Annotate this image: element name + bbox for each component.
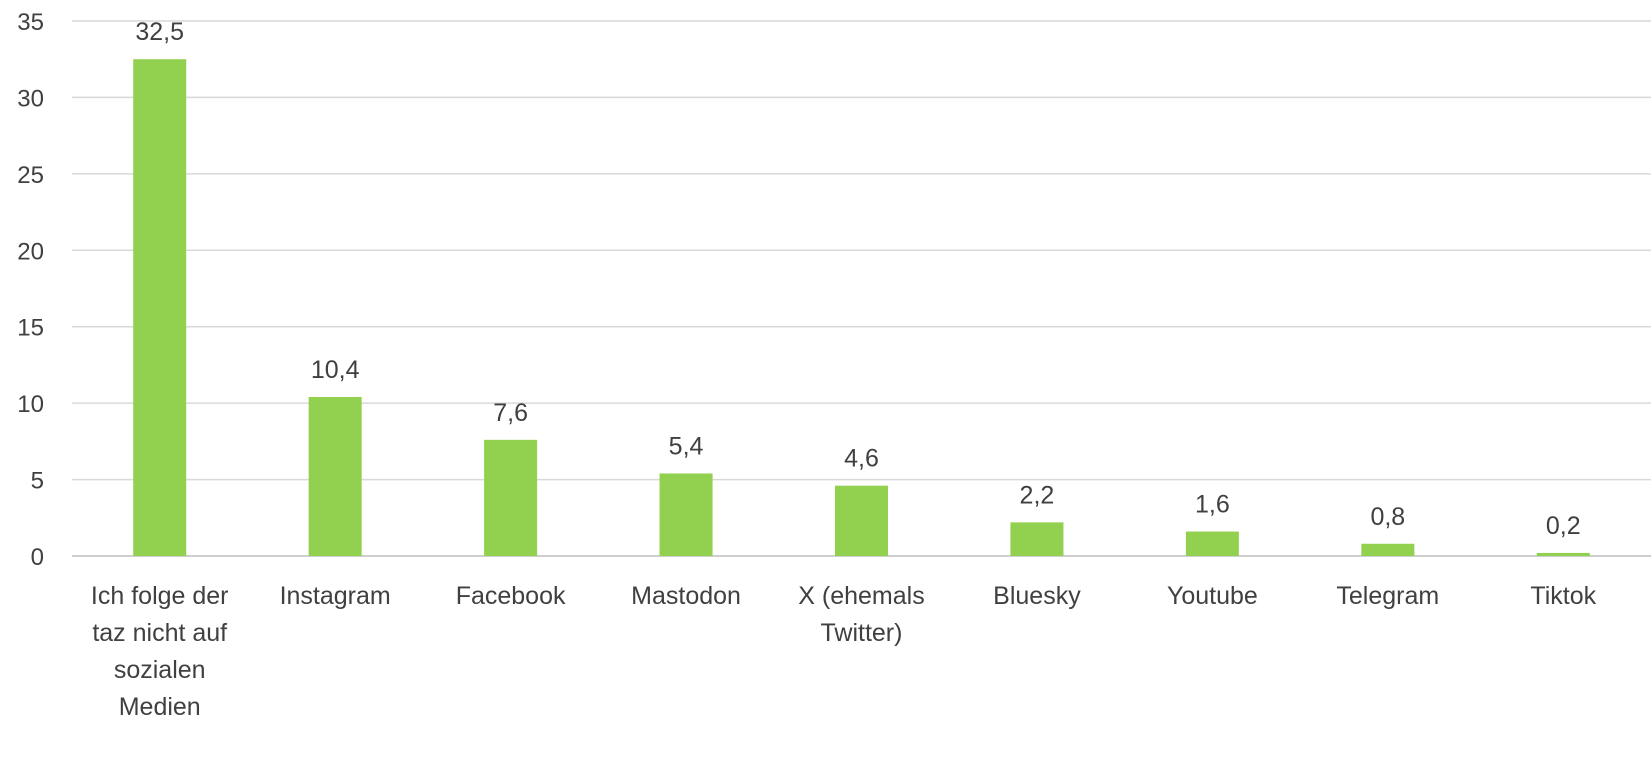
x-tick-label: Youtube: [1167, 582, 1258, 610]
bar: [484, 439, 538, 556]
x-tick-label: Bluesky: [993, 582, 1081, 610]
data-label: 5,4: [669, 432, 704, 460]
bars: [133, 59, 1590, 556]
y-tick-label: 5: [31, 468, 44, 495]
data-label: 10,4: [311, 356, 360, 384]
data-label: 2,2: [1020, 481, 1055, 509]
x-axis-labels: Ich folge der taz nicht auf sozialen Medien…: [91, 582, 1597, 721]
data-label: 32,5: [135, 18, 184, 46]
x-tick-label: Tiktok: [1530, 582, 1596, 610]
x-tick-label: Telegram: [1336, 582, 1439, 610]
data-labels: 32,5 10,4 7,6 5,4 4,6 2,2 1,6 0,8 0,2: [135, 18, 1580, 540]
data-label: 0,8: [1370, 503, 1405, 531]
y-tick-label: 20: [17, 238, 44, 265]
x-tick-label: Mastodon: [631, 582, 741, 610]
y-tick-label: 30: [17, 85, 44, 112]
bar: [308, 397, 362, 556]
y-tick-label: 10: [17, 391, 44, 418]
x-tick-label: Facebook: [456, 582, 566, 610]
bar: [659, 473, 713, 556]
bar: [1185, 531, 1239, 556]
data-label: 1,6: [1195, 491, 1230, 519]
x-tick-label: X (ehemals Twitter): [798, 582, 924, 647]
bar: [1361, 543, 1415, 556]
y-tick-label: 35: [17, 9, 44, 36]
bar: [835, 485, 888, 556]
data-label: 7,6: [493, 399, 528, 427]
bar: [133, 59, 187, 556]
x-tick-label: Ich folge der taz nicht auf sozialen Medien: [91, 582, 229, 721]
data-label: 0,2: [1546, 512, 1581, 540]
y-tick-label: 15: [17, 315, 44, 342]
y-axis-ticks: 0 5 10 15 20 25 30 35: [17, 9, 44, 571]
x-tick-label: Instagram: [280, 582, 391, 610]
bar: [1536, 552, 1590, 556]
y-tick-label: 25: [17, 162, 44, 189]
data-label: 4,6: [844, 445, 879, 473]
bar: [1010, 522, 1064, 556]
y-tick-label: 0: [31, 544, 44, 571]
